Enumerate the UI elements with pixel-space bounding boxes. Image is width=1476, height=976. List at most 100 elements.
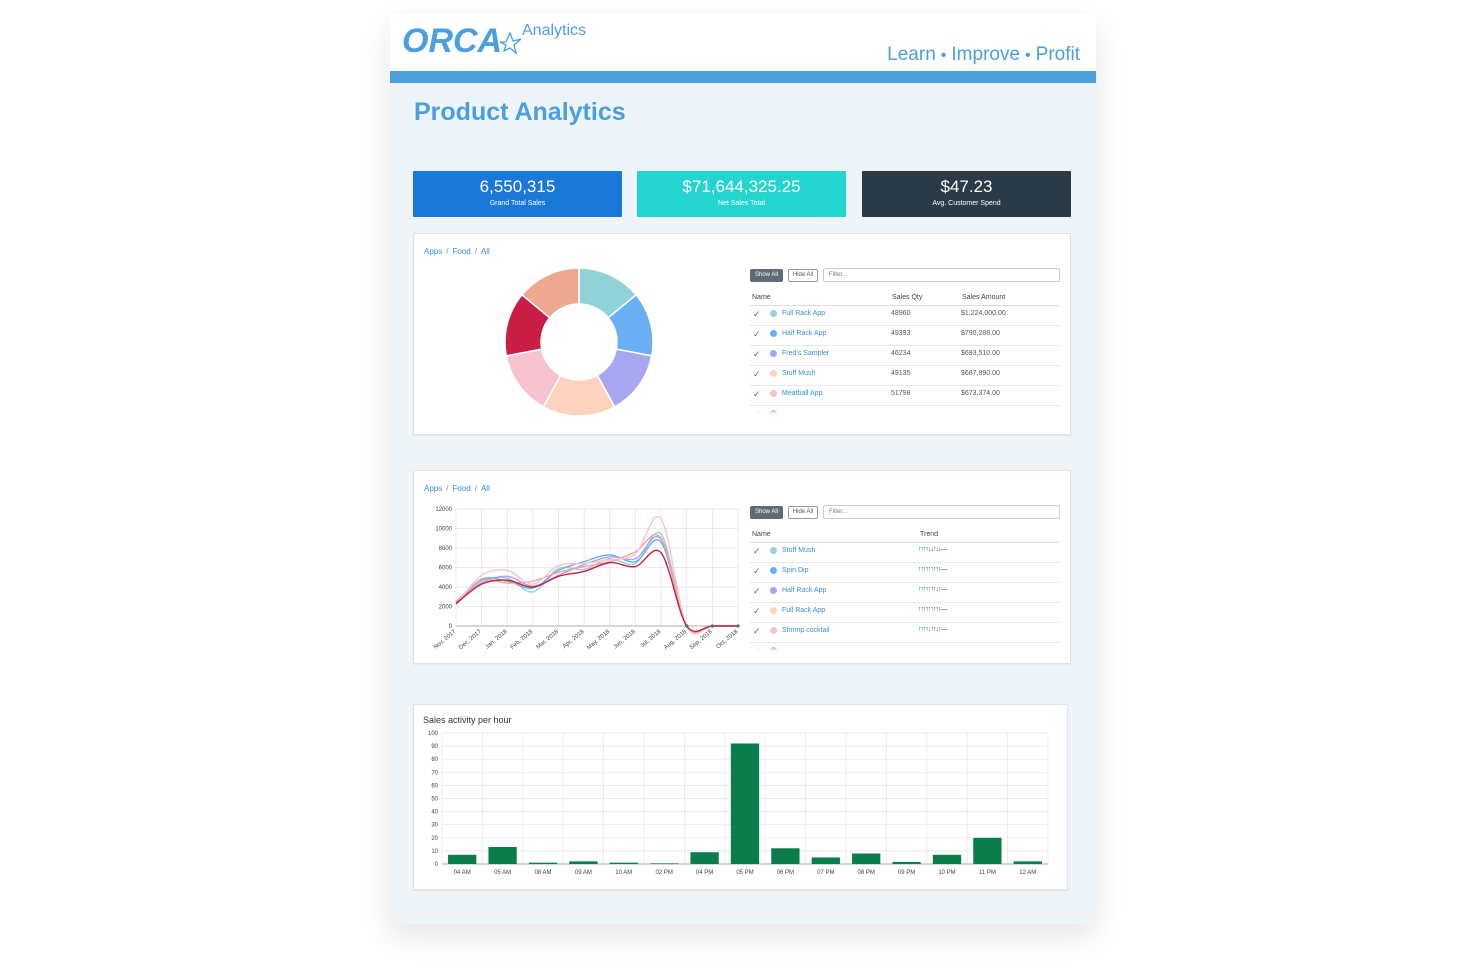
product-name[interactable]: Stuff Mush (782, 370, 816, 377)
check-icon[interactable]: ✓ (753, 329, 761, 339)
x-tick-label: 11 PM (979, 870, 996, 876)
filter-input[interactable]: Filter... (823, 505, 1060, 519)
x-tick-label: Aug, 2018 (663, 629, 688, 652)
page-title: Product Analytics (414, 98, 626, 126)
table-row[interactable]: ✓ Fred's Sampler 46234 $693,510.00 (750, 346, 1060, 366)
table-row[interactable]: ✓ Shrimp cocktail ↑↑↑↑↓↑↑↓↑— (750, 623, 1060, 643)
trend-up-icon: ↑ (923, 606, 926, 613)
x-tick-label: 10 AM (615, 870, 632, 876)
show-all-button[interactable]: Show All (750, 269, 783, 282)
check-icon[interactable]: ✓ (753, 546, 761, 556)
kpi-value: 6,550,315 (479, 177, 556, 196)
trend-up-icon: ↑ (920, 606, 924, 613)
table-row[interactable]: ✓ Half Rack App 49393 $790,288.00 (750, 326, 1060, 346)
product-name[interactable]: Full Rack App (782, 310, 826, 317)
trend-up-icon: ↑ (923, 586, 926, 593)
filter-input[interactable]: Filter... (823, 268, 1060, 282)
product-name[interactable]: Stuff Mush (782, 547, 816, 554)
table-row[interactable]: ✓ Full Rack App 48960 $1,224,000.00 (750, 306, 1060, 326)
table-row[interactable]: ✓ Stuff Mush ↑↑↑↑↓↓↑↓↓— (750, 543, 1060, 563)
product-name[interactable]: Full Rack App (782, 607, 826, 614)
product-name[interactable]: Half Rack App (782, 330, 827, 337)
kpi-grand-total-sales: 6,550,315 Grand Total Sales (413, 171, 622, 217)
x-tick-label: 04 PM (696, 870, 713, 876)
trend-up-icon: ↑ (918, 586, 921, 593)
trend-up-icon: ↑ (920, 546, 924, 553)
bar (528, 862, 558, 864)
table-row[interactable]: ✓ Half Rack App ↑↑↑↑↑↑↑↓↑— (750, 583, 1060, 603)
check-icon[interactable]: ✓ (753, 389, 761, 399)
bar (1013, 861, 1042, 864)
color-dot-icon (770, 607, 777, 614)
hide-all-button[interactable]: Hide All (788, 269, 818, 282)
breadcrumb-apps[interactable]: Apps (424, 247, 443, 256)
kpi-label: Net Sales Total (718, 200, 765, 207)
sales-qty: 49393 (891, 330, 911, 337)
trend-sparkline: ↑↑↑↑↓↑↑↓↑— (918, 626, 948, 633)
trend-down-icon: ↓ (935, 546, 939, 553)
trend-up-icon: ↑ (933, 626, 936, 633)
breadcrumb-food[interactable]: Food (452, 247, 471, 256)
trend-up-icon: ↑ (918, 606, 921, 613)
tagline: Learn • Improve • Profit (887, 44, 1080, 66)
y-tick-label: 30 (431, 823, 438, 829)
breadcrumb-all[interactable]: All (480, 247, 490, 256)
color-dot-icon (770, 627, 777, 634)
y-tick-label: 80 (431, 757, 438, 763)
breadcrumb-food[interactable]: Food (452, 484, 471, 493)
trend-up-icon: ↑ (933, 586, 936, 593)
check-icon[interactable]: ✓ (753, 606, 761, 616)
hide-all-button[interactable]: Hide All (788, 506, 818, 519)
breadcrumb: Apps / Food / All (424, 247, 490, 256)
x-tick-label: Jul, 2018 (640, 629, 663, 650)
breadcrumb-all[interactable]: All (480, 484, 490, 493)
trend-up-icon: ↑ (925, 606, 929, 613)
series-line (455, 515, 738, 635)
x-tick-label: 08 AM (534, 870, 551, 876)
sales-line-chart: 0 2000 4000 6000 8000 10000 12000 Nov, 2017 Dec,… (433, 507, 740, 652)
y-tick-label: 12000 (435, 507, 452, 513)
bullet-icon: • (940, 47, 947, 64)
show-all-button[interactable]: Show All (750, 506, 783, 519)
product-name[interactable]: Spin Dip (782, 567, 809, 574)
color-dot-icon (770, 310, 777, 317)
sales-qty: 51798 (891, 390, 911, 397)
x-tick-label: Nov, 2017 (433, 629, 458, 651)
product-name[interactable]: Shrimp cocktail (782, 627, 830, 634)
trend-up-icon: ↑ (930, 626, 934, 633)
product-name[interactable]: Meatball App (782, 390, 823, 397)
data-point (710, 624, 714, 628)
table-row[interactable]: ✓ Meatball App 51798 $673,374.00 (750, 386, 1060, 406)
report-page: ORCA Analytics Learn • Improve • Profit Prod… (390, 14, 1096, 924)
trend-line-icon: — (940, 566, 948, 573)
x-tick-label: Jan, 2018 (485, 629, 510, 651)
product-name[interactable]: Half Rack App (782, 587, 827, 594)
svg-text:ORCA: ORCA (402, 22, 502, 60)
check-icon[interactable]: ✓ (753, 349, 761, 359)
sales-amount: $687,890.00 (961, 370, 1000, 377)
table-row[interactable]: ✓ Spin Dip ↑↑↑↑↑↑↑↑↑— (750, 563, 1060, 583)
check-icon[interactable]: ✓ (753, 626, 761, 636)
y-tick-label: 70 (431, 770, 438, 776)
product-name[interactable]: Fred's Sampler (782, 350, 830, 357)
scroll-fade (750, 406, 1060, 414)
trend-sparkline: ↑↑↑↑↑↑↑↑↑— (918, 566, 948, 573)
check-icon[interactable]: ✓ (753, 369, 761, 379)
sales-qty: 46234 (891, 350, 911, 357)
x-tick-label: 09 AM (575, 870, 592, 876)
column-sales-qty: Sales Qty (892, 294, 923, 301)
sales-amount: $1,224,000.00 (961, 310, 1006, 317)
check-icon[interactable]: ✓ (753, 566, 761, 576)
bar (609, 862, 638, 864)
y-tick-label: 8000 (439, 546, 453, 552)
trend-up-icon: ↑ (920, 626, 924, 633)
table-row[interactable]: ✓ Full Rack App ↑↑↑↑↑↑↑↑↑— (750, 603, 1060, 623)
color-dot-icon (770, 370, 777, 377)
trend-line-icon: — (940, 626, 948, 633)
trend-up-icon: ↑ (938, 626, 941, 633)
table-row[interactable]: ✓ Stuff Mush 49135 $687,890.00 (750, 366, 1060, 386)
check-icon[interactable]: ✓ (753, 586, 761, 596)
check-icon[interactable]: ✓ (753, 309, 761, 319)
trend-up-icon: ↑ (918, 546, 921, 553)
breadcrumb-apps[interactable]: Apps (424, 484, 443, 493)
